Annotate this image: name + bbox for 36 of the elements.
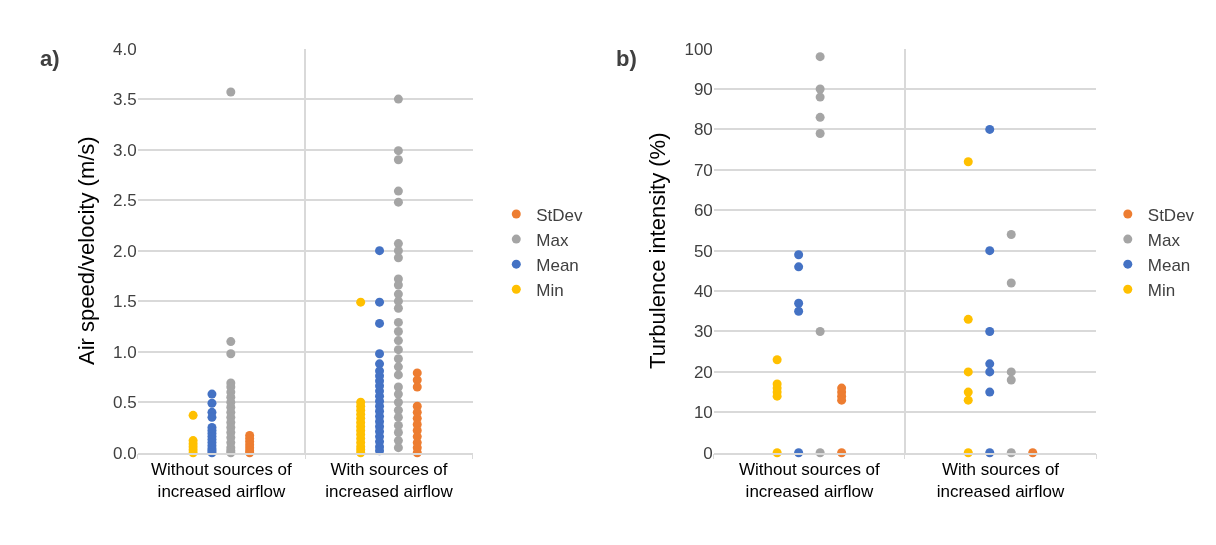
legend-label: Mean	[1147, 255, 1191, 275]
y-axis-title: Turbulence intensity (%)	[645, 132, 671, 369]
y-tick-label: 100	[684, 39, 713, 59]
y-tick-label: 2.5	[112, 191, 137, 211]
y-tick-label: 50	[693, 241, 713, 261]
legend-label: StDev	[536, 205, 584, 225]
y-tick-label: 0.0	[112, 443, 137, 463]
legend-label: Min	[1147, 280, 1176, 300]
y-tick-label: 0.5	[112, 393, 137, 413]
y-tick-label: 0	[703, 443, 713, 463]
legend-label: StDev	[1147, 205, 1195, 225]
chart-title: a)	[40, 46, 60, 71]
y-tick-label: 1.0	[112, 342, 137, 362]
legend-label: Max	[1147, 230, 1181, 250]
y-tick-label: 20	[693, 362, 713, 382]
legend-label: Max	[536, 230, 569, 250]
y-tick-label: 4.0	[112, 39, 137, 59]
y-tick-label: 40	[693, 282, 713, 302]
legend-label: Mean	[536, 255, 579, 275]
y-tick-label: 3.0	[112, 140, 137, 160]
x-tick-label: Without sources of increased airflow	[151, 459, 293, 501]
y-tick-label: 90	[693, 79, 713, 99]
y-tick-label: 1.5	[112, 292, 137, 312]
y-tick-label: 70	[693, 160, 713, 180]
y-tick-label: 80	[693, 120, 713, 140]
x-tick-label: With sources of increased airflow	[325, 459, 454, 501]
y-tick-label: 3.5	[112, 90, 137, 110]
y-tick-label: 10	[693, 403, 713, 423]
y-tick-label: 30	[693, 322, 713, 342]
y-axis-title: Air speed/velocity (m/s)	[73, 136, 99, 365]
legend-label: Min	[536, 280, 564, 300]
x-tick-label: With sources of increased airflow	[936, 459, 1065, 501]
x-tick-label: Without sources of increased airflow	[739, 459, 881, 501]
chart-title: b)	[616, 46, 637, 71]
y-tick-label: 2.0	[112, 241, 137, 261]
y-tick-label: 60	[693, 201, 713, 221]
